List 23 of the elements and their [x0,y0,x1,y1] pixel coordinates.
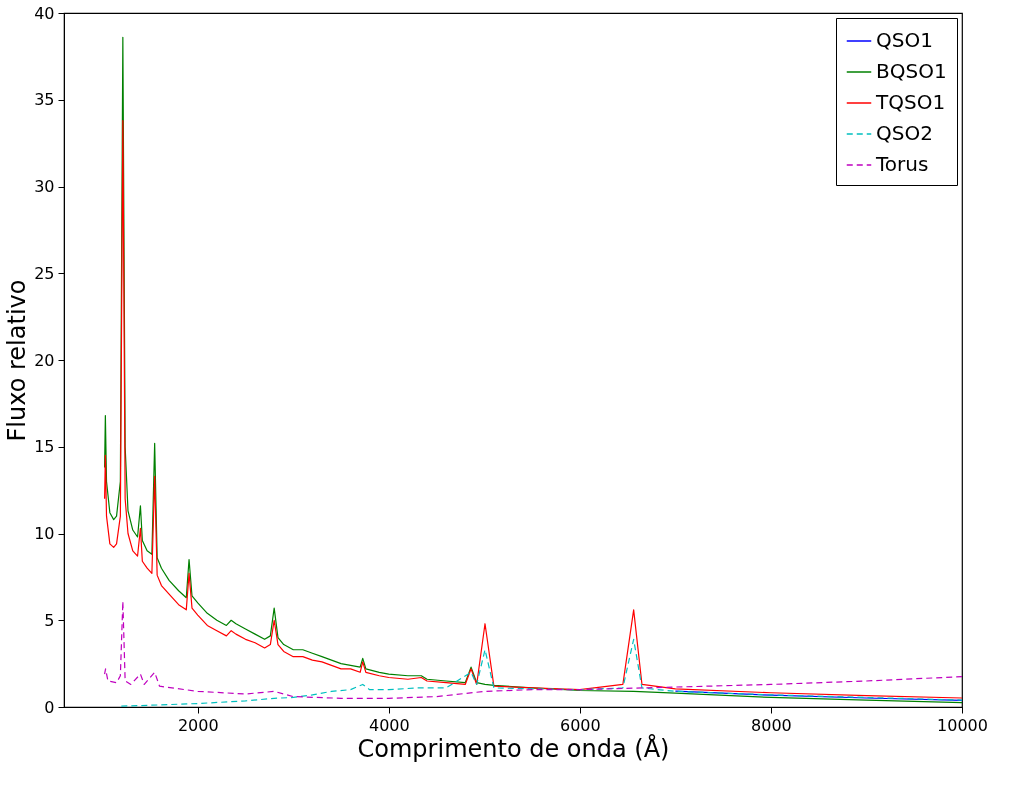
legend-label: Torus [875,152,929,176]
y-tick-label: 5 [44,610,55,630]
y-tick-label: 25 [34,263,55,283]
y-tick-label: 15 [34,437,55,457]
legend-label: QSO1 [876,28,933,52]
x-tick-label: 4000 [368,715,410,735]
y-tick-label: 40 [34,3,55,23]
legend-label: TQSO1 [875,90,946,114]
y-tick-label: 30 [34,177,55,196]
line-series [104,600,963,699]
y-tick-label: 0 [44,697,55,717]
x-tick-label: 8000 [751,715,792,735]
x-axis-title: Comprimento de onda (Å) [357,733,670,763]
legend-label: QSO2 [876,121,933,145]
y-tick-label: 20 [34,350,55,370]
line-series [120,638,963,707]
x-tick-label: 10000 [937,715,988,735]
y-tick-label: 35 [34,90,55,110]
y-tick-label: 10 [34,524,55,543]
x-tick-label: 6000 [560,715,601,735]
y-axis-title: Fluxo relativo [3,279,32,442]
legend-label: BQSO1 [876,59,947,83]
x-tick-label: 2000 [177,715,219,735]
